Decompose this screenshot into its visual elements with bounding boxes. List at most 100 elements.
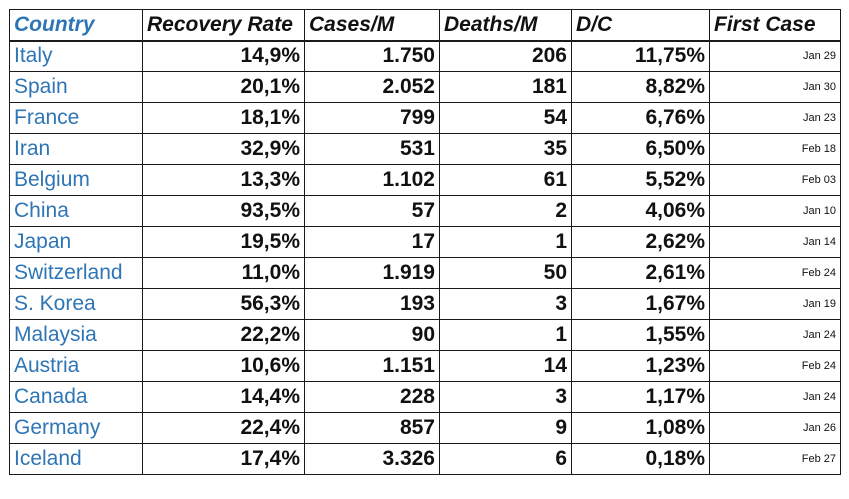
cases-per-million-cell: 193: [304, 288, 440, 320]
cases-per-million-cell: 57: [304, 195, 440, 227]
deaths-per-million-cell: 61: [439, 164, 572, 196]
cases-per-million-cell: 228: [304, 381, 440, 413]
country-cell: Italy: [9, 40, 143, 72]
first-case-cell: Jan 14: [709, 226, 841, 258]
deaths-per-million-cell: 181: [439, 71, 572, 103]
country-cell: Iceland: [9, 443, 143, 475]
deaths-per-million-cell: 2: [439, 195, 572, 227]
table-row: Iran 32,9% 531 35 6,50% Feb 18: [9, 133, 841, 165]
data-table: Country Recovery Rate Cases/M Deaths/M D…: [9, 9, 841, 475]
deaths-per-million-cell: 1: [439, 319, 572, 351]
cases-per-million-cell: 17: [304, 226, 440, 258]
country-cell: Malaysia: [9, 319, 143, 351]
first-case-cell: Feb 24: [709, 257, 841, 289]
deaths-over-cases-cell: 11,75%: [571, 40, 710, 72]
cases-per-million-cell: 3.326: [304, 443, 440, 475]
cases-per-million-cell: 857: [304, 412, 440, 444]
country-cell: France: [9, 102, 143, 134]
deaths-per-million-cell: 6: [439, 443, 572, 475]
recovery-rate-cell: 13,3%: [142, 164, 305, 196]
deaths-over-cases-cell: 6,50%: [571, 133, 710, 165]
column-header-country: Country: [9, 9, 143, 42]
deaths-over-cases-cell: 8,82%: [571, 71, 710, 103]
column-header-cases-per-million: Cases/M: [304, 9, 440, 42]
deaths-per-million-cell: 1: [439, 226, 572, 258]
recovery-rate-cell: 93,5%: [142, 195, 305, 227]
recovery-rate-cell: 56,3%: [142, 288, 305, 320]
first-case-cell: Feb 18: [709, 133, 841, 165]
deaths-over-cases-cell: 5,52%: [571, 164, 710, 196]
recovery-rate-cell: 20,1%: [142, 71, 305, 103]
deaths-per-million-cell: 50: [439, 257, 572, 289]
first-case-cell: Jan 19: [709, 288, 841, 320]
country-cell: Belgium: [9, 164, 143, 196]
first-case-cell: Jan 10: [709, 195, 841, 227]
deaths-over-cases-cell: 1,55%: [571, 319, 710, 351]
deaths-over-cases-cell: 0,18%: [571, 443, 710, 475]
column-header-deaths-per-million: Deaths/M: [439, 9, 572, 42]
cases-per-million-cell: 799: [304, 102, 440, 134]
first-case-cell: Jan 30: [709, 71, 841, 103]
column-header-first-case: First Case: [709, 9, 841, 42]
table-row: France 18,1% 799 54 6,76% Jan 23: [9, 102, 841, 134]
deaths-over-cases-cell: 1,17%: [571, 381, 710, 413]
country-cell: Canada: [9, 381, 143, 413]
country-cell: Japan: [9, 226, 143, 258]
cases-per-million-cell: 2.052: [304, 71, 440, 103]
first-case-cell: Feb 27: [709, 443, 841, 475]
table-row: Germany 22,4% 857 9 1,08% Jan 26: [9, 412, 841, 444]
recovery-rate-cell: 14,4%: [142, 381, 305, 413]
country-cell: Spain: [9, 71, 143, 103]
country-cell: China: [9, 195, 143, 227]
country-cell: S. Korea: [9, 288, 143, 320]
column-header-deaths-over-cases: D/C: [571, 9, 710, 42]
deaths-over-cases-cell: 1,08%: [571, 412, 710, 444]
cases-per-million-cell: 531: [304, 133, 440, 165]
deaths-over-cases-cell: 1,23%: [571, 350, 710, 382]
recovery-rate-cell: 19,5%: [142, 226, 305, 258]
first-case-cell: Jan 26: [709, 412, 841, 444]
table-row: Belgium 13,3% 1.102 61 5,52% Feb 03: [9, 164, 841, 196]
table-row: Japan 19,5% 17 1 2,62% Jan 14: [9, 226, 841, 258]
table-row: Italy 14,9% 1.750 206 11,75% Jan 29: [9, 40, 841, 72]
country-cell: Switzerland: [9, 257, 143, 289]
table-row: China 93,5% 57 2 4,06% Jan 10: [9, 195, 841, 227]
recovery-rate-cell: 14,9%: [142, 40, 305, 72]
recovery-rate-cell: 17,4%: [142, 443, 305, 475]
table-row: S. Korea 56,3% 193 3 1,67% Jan 19: [9, 288, 841, 320]
deaths-over-cases-cell: 6,76%: [571, 102, 710, 134]
deaths-over-cases-cell: 1,67%: [571, 288, 710, 320]
table-row: Spain 20,1% 2.052 181 8,82% Jan 30: [9, 71, 841, 103]
recovery-rate-cell: 18,1%: [142, 102, 305, 134]
table-body: Italy 14,9% 1.750 206 11,75% Jan 29 Spain 20,1%…: [9, 40, 841, 475]
deaths-per-million-cell: 3: [439, 381, 572, 413]
cases-per-million-cell: 90: [304, 319, 440, 351]
recovery-rate-cell: 32,9%: [142, 133, 305, 165]
deaths-over-cases-cell: 4,06%: [571, 195, 710, 227]
first-case-cell: Jan 29: [709, 40, 841, 72]
cases-per-million-cell: 1.102: [304, 164, 440, 196]
first-case-cell: Jan 24: [709, 381, 841, 413]
table-row: Austria 10,6% 1.151 14 1,23% Feb 24: [9, 350, 841, 382]
deaths-per-million-cell: 14: [439, 350, 572, 382]
recovery-rate-cell: 10,6%: [142, 350, 305, 382]
recovery-rate-cell: 22,2%: [142, 319, 305, 351]
deaths-per-million-cell: 206: [439, 40, 572, 72]
deaths-per-million-cell: 9: [439, 412, 572, 444]
recovery-rate-cell: 11,0%: [142, 257, 305, 289]
header-row: Country Recovery Rate Cases/M Deaths/M D…: [9, 9, 841, 42]
deaths-per-million-cell: 35: [439, 133, 572, 165]
first-case-cell: Feb 24: [709, 350, 841, 382]
recovery-rate-cell: 22,4%: [142, 412, 305, 444]
table-row: Canada 14,4% 228 3 1,17% Jan 24: [9, 381, 841, 413]
deaths-per-million-cell: 54: [439, 102, 572, 134]
table-row: Switzerland 11,0% 1.919 50 2,61% Feb 24: [9, 257, 841, 289]
table-row: Iceland 17,4% 3.326 6 0,18% Feb 27: [9, 443, 841, 475]
country-cell: Austria: [9, 350, 143, 382]
table-row: Malaysia 22,2% 90 1 1,55% Jan 24: [9, 319, 841, 351]
first-case-cell: Jan 23: [709, 102, 841, 134]
table-header: Country Recovery Rate Cases/M Deaths/M D…: [9, 9, 841, 42]
deaths-per-million-cell: 3: [439, 288, 572, 320]
first-case-cell: Feb 03: [709, 164, 841, 196]
cases-per-million-cell: 1.919: [304, 257, 440, 289]
